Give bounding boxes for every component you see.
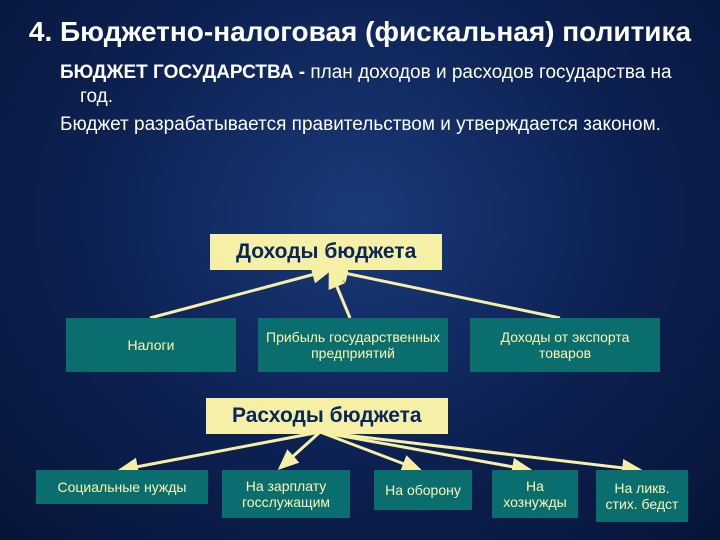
income-item-0: Налоги [66,318,236,372]
p1-lead: БЮДЖЕТ ГОСУДАРСТВА - [60,62,310,83]
paragraph-1: БЮДЖЕТ ГОСУДАРСТВА - план доходов и расх… [40,61,680,109]
intro-text: БЮДЖЕТ ГОСУДАРСТВА - план доходов и расх… [0,55,720,136]
income-header: Доходы бюджета [210,234,442,270]
expense-item-1: На зарплату госслужащим [222,470,350,518]
income-row: Налоги Прибыль государственных предприяти… [0,318,720,378]
expense-item-0: Социальные нужды [36,470,208,504]
expense-row: Социальные нужды На зарплату госслужащим Н… [0,470,720,526]
expense-item-2: На оборону [374,470,472,510]
income-item-2: Доходы от экспорта товаров [470,318,660,372]
expense-item-4: На ликв. стих. бедст [596,470,688,522]
income-item-1: Прибыль государственных предприятий [258,318,448,372]
expense-item-3: На хознужды [492,470,578,518]
paragraph-2: Бюджет разрабатывается правительством и … [40,113,680,137]
slide-title: 4. Бюджетно-налоговая (фискальная) полит… [0,0,720,55]
expense-header: Расходы бюджета [206,398,448,434]
